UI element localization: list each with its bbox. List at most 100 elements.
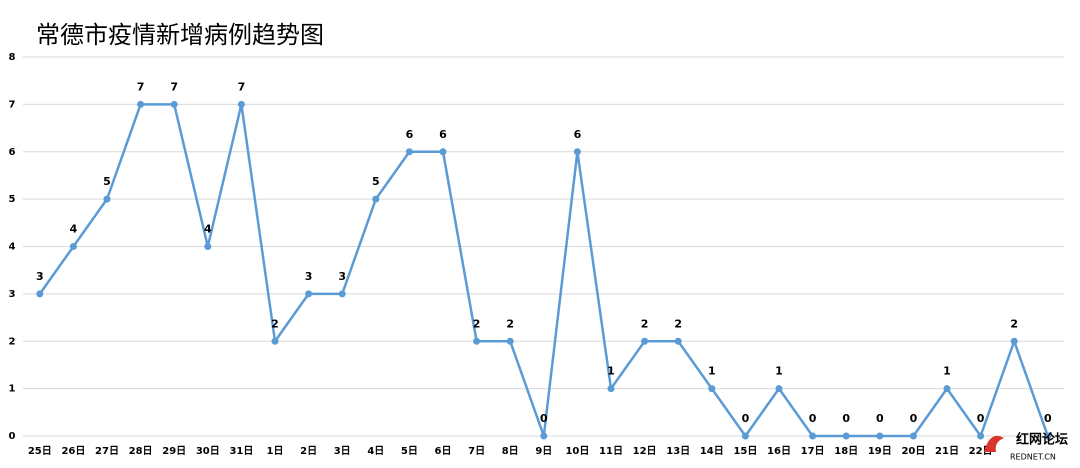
marker	[305, 290, 313, 298]
x-tick-label: 14日	[700, 445, 724, 457]
data-label: 3	[338, 270, 346, 283]
marker	[540, 432, 548, 440]
marker	[674, 337, 682, 345]
y-tick-label: 5	[9, 194, 16, 205]
data-label: 0	[977, 412, 985, 425]
x-tick-label: 3日	[334, 445, 351, 457]
marker	[473, 337, 481, 345]
x-tick-label: 6日	[435, 445, 452, 457]
data-label: 1	[775, 365, 783, 378]
x-tick-label: 5日	[401, 445, 418, 457]
data-label: 1	[708, 365, 716, 378]
marker	[237, 100, 245, 108]
x-tick-label: 9日	[535, 445, 552, 457]
data-label: 4	[70, 223, 78, 236]
marker	[876, 432, 884, 440]
data-label: 0	[910, 412, 918, 425]
y-tick-label: 8	[9, 52, 16, 63]
marker	[338, 290, 346, 298]
watermark-subtitle: REDNET.CN	[1010, 453, 1056, 462]
x-tick-label: 21日	[935, 445, 959, 457]
marker	[741, 432, 749, 440]
data-label: 2	[473, 317, 481, 330]
x-tick-label: 2日	[300, 445, 317, 457]
data-label: 1	[607, 365, 615, 378]
data-label: 2	[674, 317, 682, 330]
y-tick-label: 3	[9, 289, 16, 300]
x-tick-label: 10日	[565, 445, 589, 457]
marker	[909, 432, 917, 440]
y-tick-label: 4	[9, 242, 16, 253]
marker	[943, 385, 951, 393]
watermark-logo	[984, 435, 1004, 452]
data-label: 7	[137, 80, 145, 93]
marker	[775, 385, 783, 393]
data-label: 5	[103, 175, 111, 188]
x-tick-label: 11日	[599, 445, 623, 457]
marker	[809, 432, 817, 440]
data-label: 0	[809, 412, 817, 425]
x-tick-label: 1日	[267, 445, 284, 457]
watermark: 红网论坛 REDNET.CN	[984, 432, 1068, 462]
y-tick-label: 6	[9, 147, 16, 158]
chart-title: 常德市疫情新增病例趋势图	[36, 21, 324, 49]
x-tick-label: 25日	[28, 445, 52, 457]
x-tick-label: 7日	[468, 445, 485, 457]
data-label: 1	[943, 365, 951, 378]
x-tick-label: 16日	[767, 445, 791, 457]
marker	[1044, 432, 1052, 440]
x-tick-label: 12日	[633, 445, 657, 457]
data-label: 5	[372, 175, 380, 188]
watermark-title: 红网论坛	[1016, 432, 1068, 448]
marker	[607, 385, 615, 393]
marker	[977, 432, 985, 440]
x-tick-label: 28日	[129, 445, 153, 457]
marker	[204, 243, 212, 250]
y-tick-label: 2	[9, 336, 16, 347]
y-tick-label: 1	[9, 384, 16, 395]
x-tick-label: 20日	[901, 445, 925, 457]
data-label: 6	[406, 128, 414, 141]
data-label: 6	[439, 128, 447, 141]
data-label: 4	[204, 223, 212, 236]
x-tick-label: 31日	[229, 445, 253, 457]
data-label: 2	[506, 317, 514, 330]
data-label: 7	[238, 80, 246, 93]
x-tick-label: 19日	[868, 445, 892, 457]
marker	[69, 243, 77, 250]
marker	[170, 100, 178, 108]
x-tick-label: 15日	[733, 445, 757, 457]
marker	[103, 195, 111, 203]
marker	[573, 148, 581, 156]
data-label: 3	[36, 270, 44, 283]
marker	[1010, 337, 1018, 345]
y-tick-label: 7	[9, 99, 16, 110]
x-tick-label: 30日	[196, 445, 220, 457]
marker	[708, 385, 716, 393]
data-label: 0	[1044, 412, 1052, 425]
marker	[439, 148, 447, 156]
data-label: 6	[574, 128, 582, 141]
marker	[506, 337, 514, 345]
marker	[842, 432, 850, 440]
x-tick-label: 13日	[666, 445, 690, 457]
data-label: 0	[742, 412, 750, 425]
data-label: 0	[876, 412, 884, 425]
marker	[405, 148, 413, 156]
y-tick-label: 0	[9, 431, 16, 442]
x-tick-label: 17日	[801, 445, 825, 457]
marker	[271, 337, 279, 345]
data-label: 2	[1010, 317, 1018, 330]
x-tick-label: 4日	[367, 445, 384, 457]
marker	[641, 337, 649, 345]
marker	[137, 100, 145, 108]
data-label: 2	[641, 317, 649, 330]
data-label: 7	[170, 80, 178, 93]
x-tick-label: 26日	[61, 445, 85, 457]
x-tick-label: 29日	[162, 445, 186, 457]
x-tick-label: 8日	[502, 445, 519, 457]
x-tick-label: 27日	[95, 445, 119, 457]
data-label: 2	[271, 317, 279, 330]
